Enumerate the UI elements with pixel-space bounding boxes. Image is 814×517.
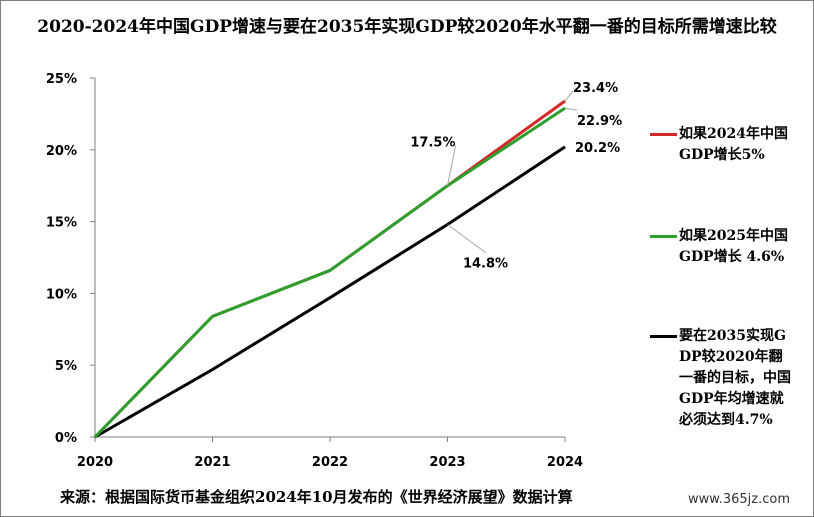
y-tick-label: 20% [46, 144, 77, 159]
data-label-leader [564, 90, 574, 102]
legend-label-red: 如果2024年中国GDP增长5% [679, 126, 788, 163]
y-tick-label: 10% [46, 287, 77, 302]
source-note: 来源：根据国际货币基金组织2024年10月发布的《世界经济展望》数据计算 [60, 488, 573, 506]
watermark: www.365jz.com [688, 492, 790, 507]
y-tick-label: 15% [46, 216, 77, 231]
x-tick-label: 2020 [77, 455, 113, 470]
x-tick-label: 2021 [194, 455, 230, 470]
data-label-leader [447, 145, 456, 186]
data-label: 22.9% [577, 114, 622, 129]
legend-item-red: 如果2024年中国GDP增长5% [650, 124, 791, 166]
legend-item-green: 如果2025年中国GDP增长 4.6% [650, 226, 791, 268]
y-tick-label: 25% [46, 72, 77, 87]
data-label: 17.5% [410, 136, 455, 151]
data-label: 20.2% [575, 141, 620, 156]
legend-swatch-black [650, 335, 677, 338]
data-label: 14.8% [463, 256, 508, 271]
chart-title: 2020-2024年中国GDP增速与要在2035年实现GDP较2020年水平翻一… [37, 17, 777, 37]
y-tick-label: 5% [55, 359, 77, 374]
data-label: 23.4% [573, 81, 618, 96]
x-tick-label: 2023 [429, 455, 465, 470]
x-tick-label: 2022 [312, 455, 348, 470]
series-line-2 [94, 145, 566, 439]
y-tick-label: 0% [55, 431, 77, 446]
legend-label-black: 要在2035实现GDP较2020年翻一番的目标，中国GDP年均增速就必须达到4.… [679, 328, 791, 428]
data-label-leader [447, 224, 486, 253]
series-line-1 [93, 106, 566, 439]
legend-label-green: 如果2025年中国GDP增长 4.6% [679, 228, 788, 265]
x-tick-label: 2024 [547, 455, 583, 470]
legend-item-black: 要在2035实现GDP较2020年翻一番的目标，中国GDP年均增速就必须达到4.… [650, 326, 791, 431]
data-label-leader [564, 107, 578, 111]
legend-swatch-red [650, 133, 677, 136]
legend-swatch-green [650, 235, 677, 238]
